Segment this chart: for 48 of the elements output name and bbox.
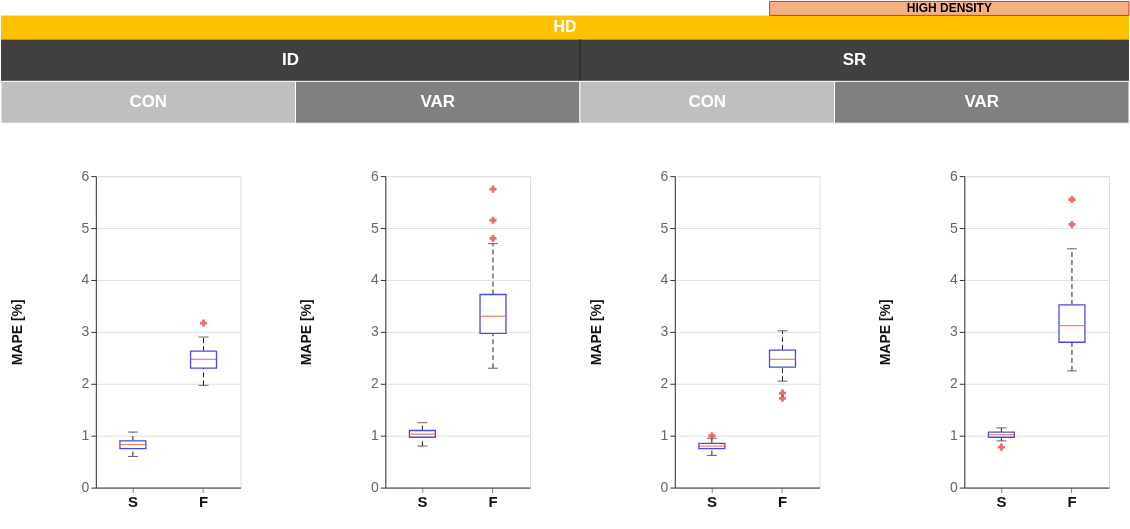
y-axis-title: MAPE [%]	[8, 299, 25, 366]
y-tick-label: 6	[371, 167, 380, 184]
text: HIGH DENSITY	[906, 1, 992, 16]
text: ID	[282, 50, 299, 70]
y-tick-label: 4	[950, 271, 959, 288]
chart-title: VAR	[420, 92, 455, 112]
y-tick-label: 1	[660, 427, 669, 444]
y-tick-label: 4	[660, 271, 669, 288]
y-tick-label: 6	[81, 167, 90, 184]
y-axis-title: MAPE [%]	[877, 299, 894, 366]
y-tick-label: 3	[81, 323, 90, 340]
x-tick-label: F	[777, 493, 788, 511]
text: SR	[842, 50, 867, 70]
y-tick-label: 0	[371, 479, 380, 496]
y-tick-label: 4	[81, 271, 90, 288]
y-tick-label: 3	[950, 323, 959, 340]
chart-title: CON	[129, 92, 168, 112]
y-tick-label: 2	[81, 375, 90, 392]
y-axis-title: MAPE [%]	[298, 299, 315, 366]
y-tick-label: 2	[950, 375, 959, 392]
x-tick-label: S	[996, 493, 1007, 511]
y-tick-label: 1	[81, 427, 90, 444]
y-tick-label: 4	[371, 271, 380, 288]
y-tick-label: 6	[950, 167, 959, 184]
x-tick-label: F	[488, 493, 498, 511]
text: HD	[553, 18, 577, 36]
y-tick-label: 0	[950, 479, 959, 496]
x-tick-label: F	[198, 493, 209, 511]
y-tick-label: 2	[371, 375, 380, 392]
y-tick-label: 5	[950, 219, 959, 236]
y-tick-label: 3	[660, 323, 669, 340]
chart-title: CON	[688, 92, 727, 112]
y-tick-label: 6	[660, 167, 669, 184]
x-tick-label: F	[1067, 493, 1077, 511]
y-tick-label: 5	[660, 219, 669, 236]
y-tick-label: 2	[660, 375, 669, 392]
y-tick-label: 1	[371, 427, 380, 444]
chart-title: VAR	[964, 92, 1000, 112]
y-tick-label: 5	[81, 219, 90, 236]
y-axis-title: MAPE [%]	[587, 299, 604, 366]
y-tick-label: 3	[371, 323, 380, 340]
y-tick-label: 1	[950, 427, 959, 444]
y-tick-label: 0	[81, 479, 90, 496]
x-tick-label: S	[417, 493, 428, 511]
y-tick-label: 0	[660, 479, 669, 496]
x-tick-label: S	[706, 493, 717, 511]
y-tick-label: 5	[371, 219, 380, 236]
x-tick-label: S	[127, 493, 138, 511]
